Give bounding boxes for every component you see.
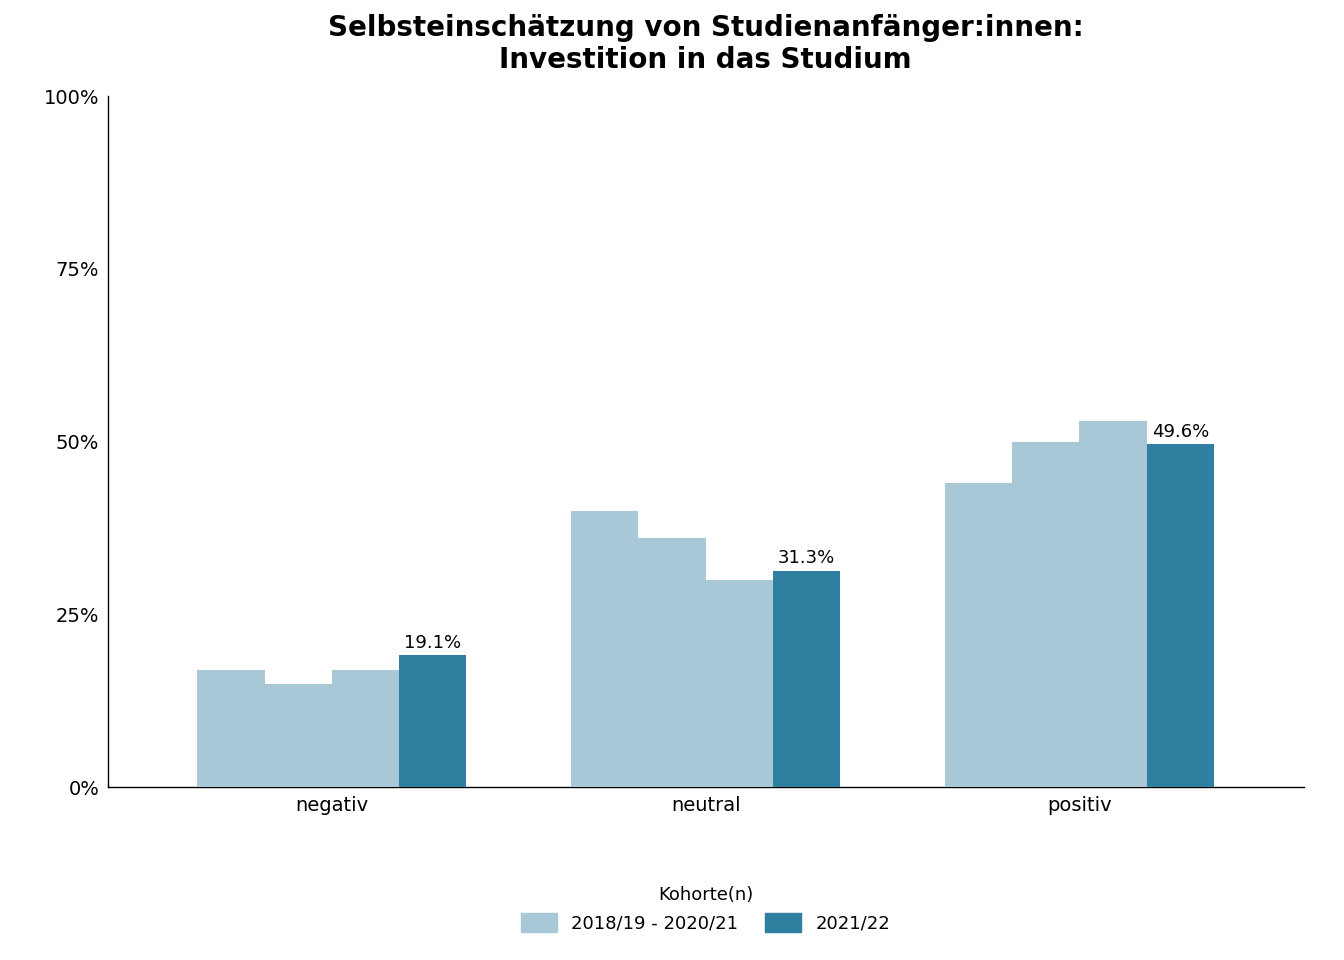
Bar (198, 670, 265, 787)
Bar (1146, 444, 1214, 787)
Bar (773, 571, 840, 787)
Bar (332, 670, 399, 787)
Title: Selbsteinschätzung von Studienanfänger:innen:
Investition in das Studium: Selbsteinschätzung von Studienanfänger:i… (328, 13, 1083, 74)
Bar (1012, 442, 1079, 787)
Bar (399, 655, 466, 787)
Text: 19.1%: 19.1% (405, 634, 461, 652)
Text: 49.6%: 49.6% (1152, 423, 1210, 441)
Bar (945, 483, 1012, 787)
Bar (706, 580, 773, 787)
Legend: 2018/19 - 2020/21, 2021/22: 2018/19 - 2020/21, 2021/22 (513, 879, 898, 940)
Bar (265, 684, 332, 787)
Text: 31.3%: 31.3% (778, 549, 835, 567)
Bar (638, 539, 706, 787)
Bar (1079, 420, 1146, 787)
Bar (571, 511, 638, 787)
